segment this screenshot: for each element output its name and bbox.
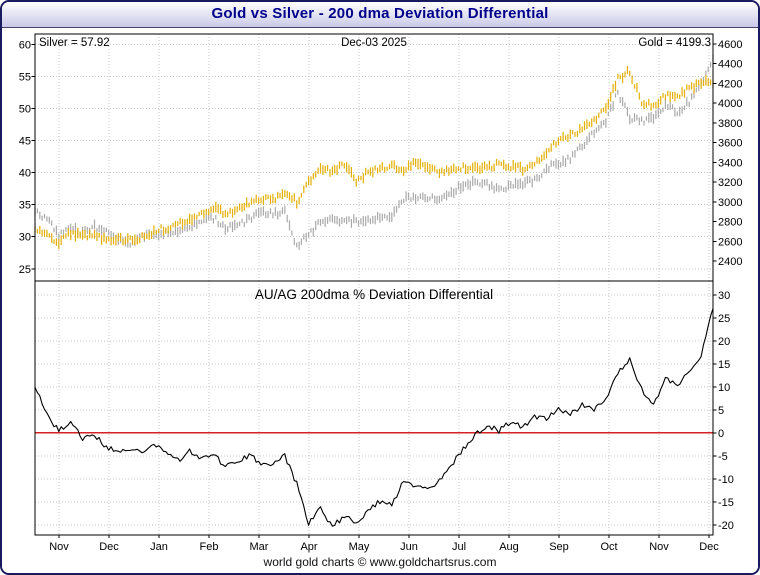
svg-text:55: 55: [19, 71, 31, 83]
svg-text:May: May: [349, 541, 370, 553]
page-title: Gold vs Silver - 200 dma Deviation Diffe…: [211, 5, 549, 22]
svg-text:-15: -15: [718, 497, 734, 509]
svg-text:-20: -20: [718, 520, 734, 532]
svg-text:Jan: Jan: [150, 541, 168, 553]
svg-text:35: 35: [19, 200, 31, 212]
svg-text:Aug: Aug: [499, 541, 519, 553]
svg-text:30: 30: [718, 290, 730, 302]
svg-text:5: 5: [718, 405, 724, 417]
svg-text:3000: 3000: [718, 197, 742, 209]
svg-text:60: 60: [19, 39, 31, 51]
svg-text:15: 15: [718, 359, 730, 371]
bottom-panel-border: [34, 280, 714, 536]
svg-text:3200: 3200: [718, 177, 742, 189]
svg-text:-5: -5: [718, 451, 728, 463]
svg-text:Nov: Nov: [649, 541, 669, 553]
svg-text:0: 0: [718, 428, 724, 440]
svg-text:Mar: Mar: [250, 541, 269, 553]
svg-text:20: 20: [718, 336, 730, 348]
svg-text:Jul: Jul: [452, 541, 466, 553]
svg-text:Jun: Jun: [400, 541, 418, 553]
gold-axis-labels: 4600 4400 4200 4000 3800 3600 3400 3200 3000 2800…: [713, 39, 742, 268]
svg-text:3400: 3400: [718, 157, 742, 169]
svg-text:50: 50: [19, 103, 31, 115]
svg-text:25: 25: [718, 313, 730, 325]
deviation-differential-line: [34, 308, 714, 527]
svg-text:Dec: Dec: [699, 541, 719, 553]
svg-text:10: 10: [718, 382, 730, 394]
svg-text:Feb: Feb: [200, 541, 219, 553]
deviation-axis-labels: 30 25 20 15 10 5 0 -5 -10 -15 -20: [713, 290, 734, 532]
svg-text:3600: 3600: [718, 138, 742, 150]
svg-text:4200: 4200: [718, 78, 742, 90]
svg-text:2400: 2400: [718, 256, 742, 268]
footer-credit: world gold charts © www.goldchartsrus.co…: [2, 553, 758, 573]
svg-text:4000: 4000: [718, 98, 742, 110]
svg-text:Sep: Sep: [549, 541, 569, 553]
chart-area: 60 55 50 45 40 35 30 25 4600 4400 4200 4000 3800 3600…: [2, 28, 758, 553]
svg-text:-10: -10: [718, 474, 734, 486]
svg-text:Nov: Nov: [49, 541, 69, 553]
svg-text:40: 40: [19, 168, 31, 180]
chart-canvas: 6055504540353025460044004200400038003600…: [19, 33, 742, 553]
svg-text:4400: 4400: [718, 59, 742, 71]
svg-text:2600: 2600: [718, 236, 742, 248]
gold-series: [34, 66, 714, 250]
month-axis-labels: Nov Dec Jan Feb Mar Apr May Jun Jul Aug Sep Oct Nov D…: [49, 535, 719, 553]
silver-series: [34, 54, 714, 250]
title-bar: Gold vs Silver - 200 dma Deviation Diffe…: [2, 2, 758, 28]
svg-text:30: 30: [19, 232, 31, 244]
svg-text:2800: 2800: [718, 217, 742, 229]
gridlines: [35, 34, 713, 535]
svg-text:3800: 3800: [718, 118, 742, 130]
svg-text:Oct: Oct: [600, 541, 617, 553]
svg-text:25: 25: [19, 264, 31, 276]
svg-text:45: 45: [19, 135, 31, 147]
silver-axis-labels: 60 55 50 45 40 35 30 25: [19, 39, 35, 276]
svg-text:Dec: Dec: [99, 541, 119, 553]
svg-text:Apr: Apr: [300, 541, 317, 553]
svg-text:4600: 4600: [718, 39, 742, 51]
